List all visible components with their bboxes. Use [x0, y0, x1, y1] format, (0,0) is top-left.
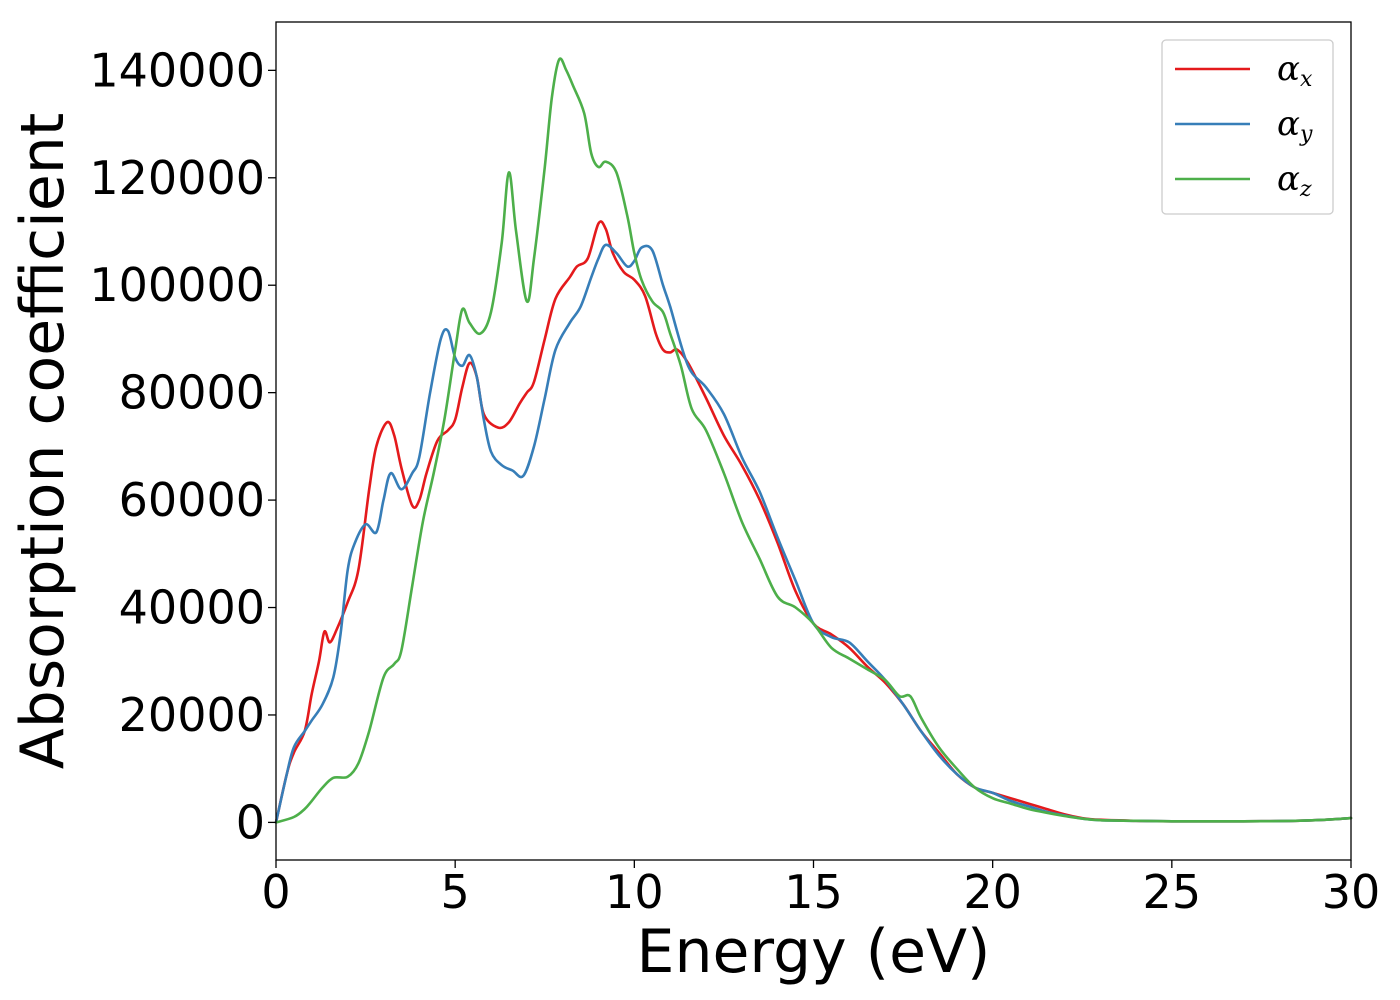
y-axis: 0 20000 40000 60000 80000 100000 120000 140000 [89, 43, 276, 849]
y-tick-label: 0 [236, 795, 265, 849]
y-tick-label: 80000 [119, 366, 265, 420]
x-tick-label: 0 [261, 865, 290, 919]
legend-label: αx [1277, 49, 1313, 92]
x-tick-label: 10 [605, 865, 664, 919]
y-tick-label: 60000 [119, 473, 265, 527]
legend-item-z: αz [1175, 159, 1312, 202]
legend-label: αz [1277, 159, 1312, 202]
x-tick-label: 30 [1322, 865, 1381, 919]
legend: αx αy αz [1161, 39, 1334, 215]
x-tick-label: 5 [441, 865, 470, 919]
legend-frame [1161, 39, 1334, 215]
y-tick-label: 40000 [119, 581, 265, 635]
y-tick-label: 140000 [89, 43, 265, 97]
legend-item-y: αy [1175, 104, 1313, 147]
legend-item-x: αx [1175, 49, 1313, 92]
series-line-y [274, 243, 1353, 824]
x-axis: 0 5 10 15 20 25 30 [261, 860, 1380, 919]
x-tick-label: 15 [784, 865, 843, 919]
x-axis-title: Energy (eV) [637, 917, 991, 987]
y-axis-title: Absorption coefficient [8, 113, 78, 770]
y-tick-label: 120000 [89, 151, 265, 205]
x-tick-label: 25 [1143, 865, 1202, 919]
plot-area [274, 57, 1353, 824]
x-tick-label: 20 [963, 865, 1022, 919]
series-line-z [274, 57, 1353, 824]
legend-label: αy [1277, 104, 1313, 147]
y-tick-label: 100000 [89, 258, 265, 312]
y-tick-label: 20000 [119, 688, 265, 742]
